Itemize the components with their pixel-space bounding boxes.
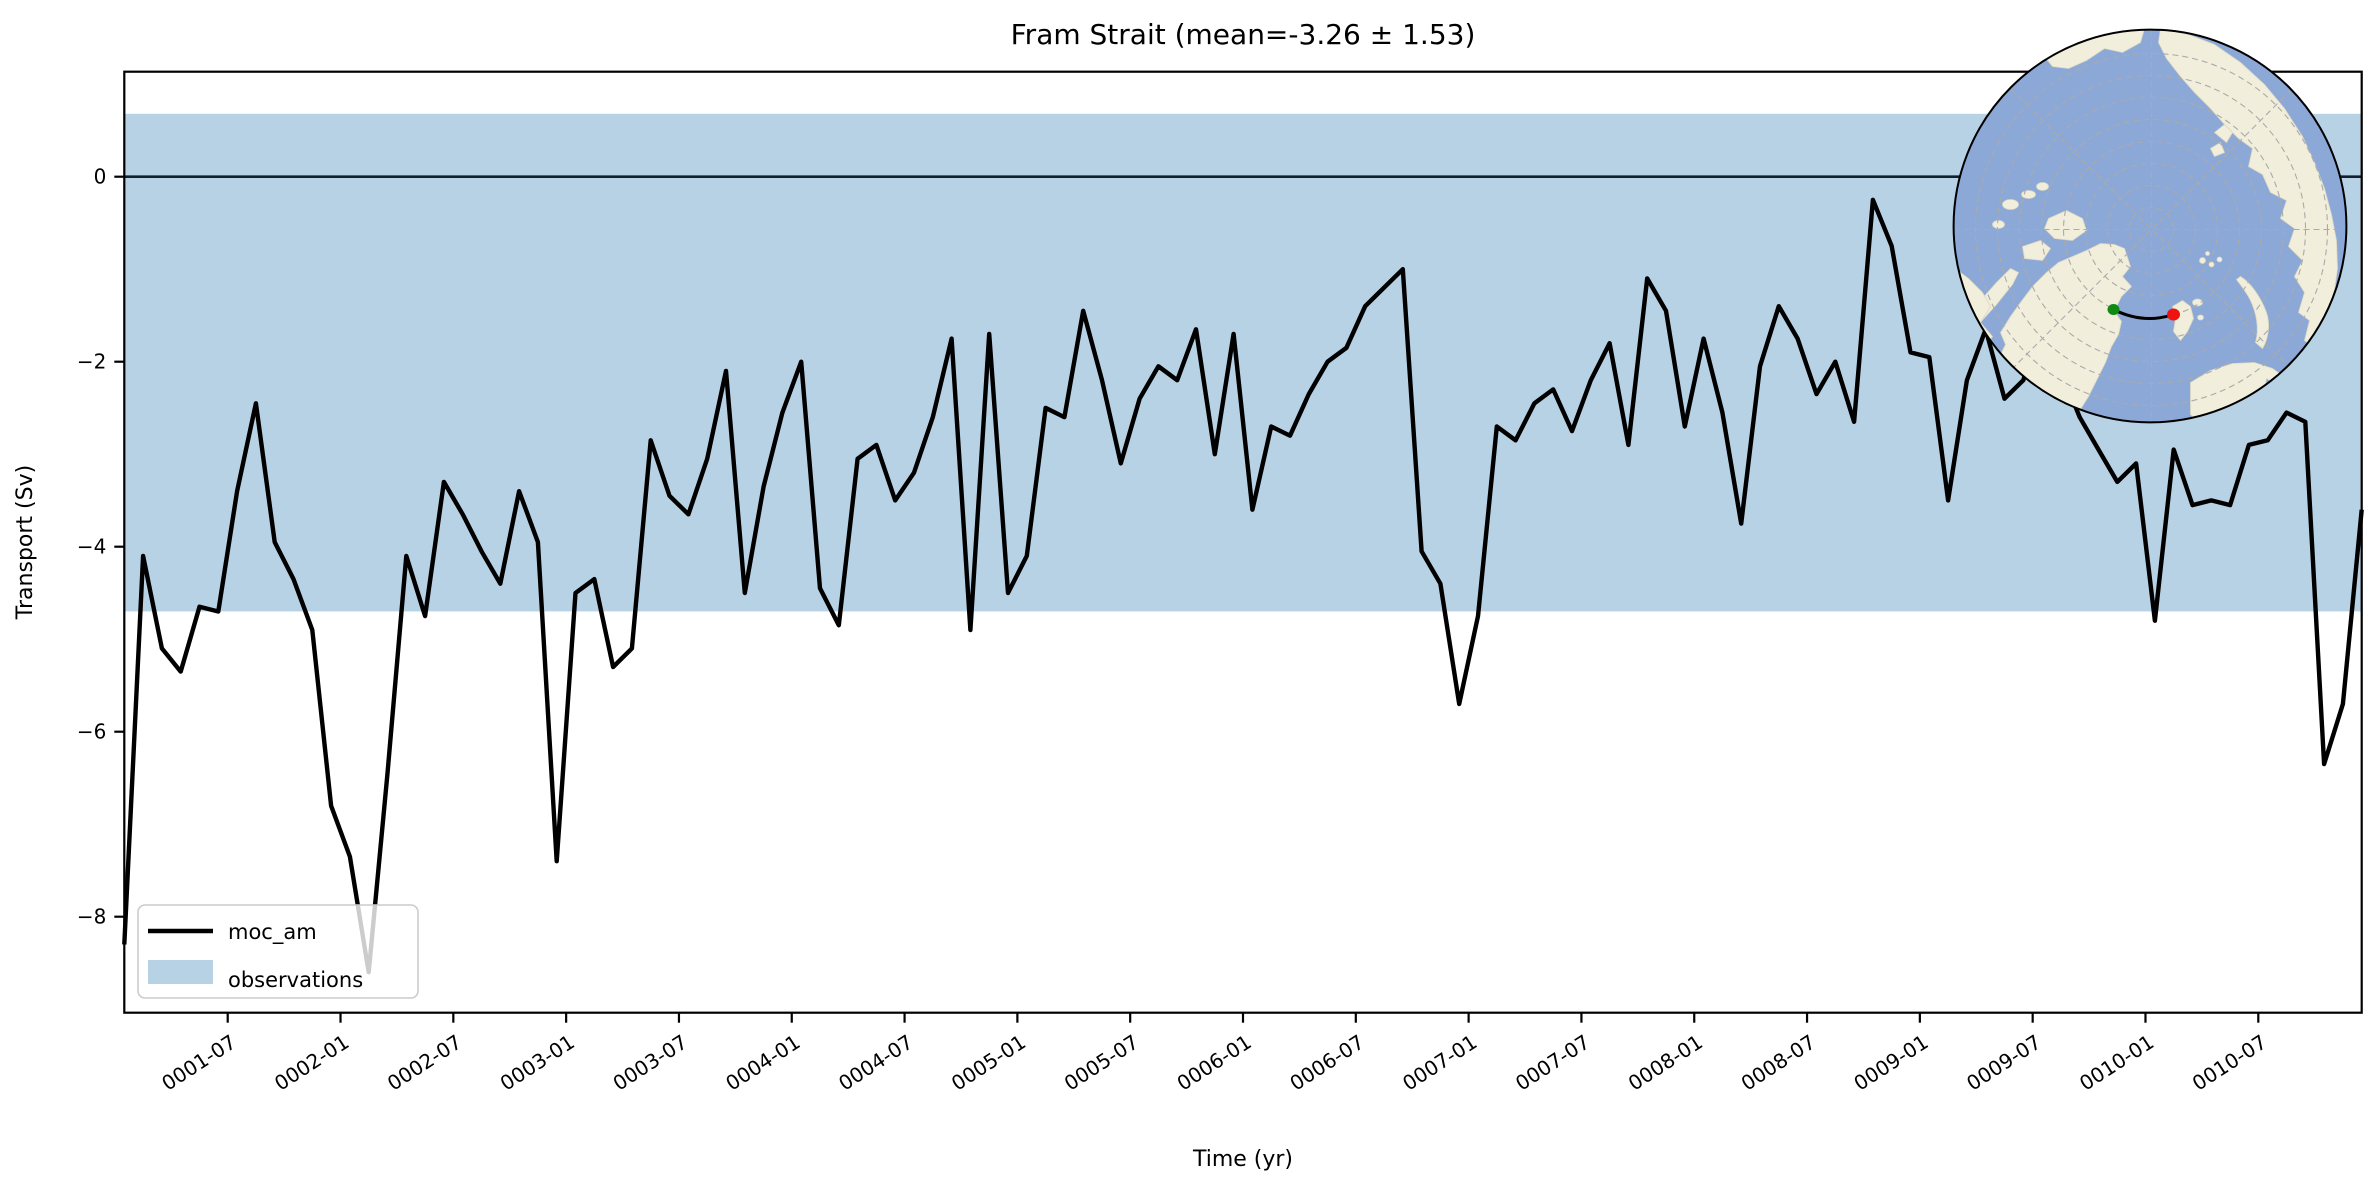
x-tick-label: 0002-07 bbox=[383, 1030, 466, 1096]
map-land-devon bbox=[2022, 240, 2052, 261]
map-land-severnaya bbox=[2209, 141, 2226, 158]
x-tick-label: 0003-01 bbox=[496, 1030, 579, 1096]
x-tick-label: 0007-07 bbox=[1511, 1030, 1594, 1096]
map-island bbox=[1992, 220, 2005, 229]
y-tick-label: 0 bbox=[94, 165, 107, 189]
x-axis-label: Time (yr) bbox=[1192, 1147, 1293, 1172]
x-tick-label: 0010-01 bbox=[2075, 1030, 2158, 1096]
x-tick-label: 0007-01 bbox=[1398, 1030, 1481, 1096]
x-tick-label: 0003-07 bbox=[609, 1030, 692, 1096]
x-tick-label: 0005-07 bbox=[1060, 1030, 1143, 1096]
chart-title: Fram Strait (mean=-3.26 ± 1.53) bbox=[1011, 18, 1476, 51]
map-island bbox=[2036, 182, 2049, 191]
map-border bbox=[1952, 28, 2348, 424]
y-tick-label: −4 bbox=[77, 535, 106, 559]
map-island-franz-josef bbox=[2216, 256, 2223, 263]
map-start-marker bbox=[2107, 304, 2120, 315]
x-tick-label: 0001-07 bbox=[157, 1030, 240, 1096]
map-island bbox=[2002, 199, 2019, 210]
map-island-svalbard-e bbox=[2197, 314, 2204, 321]
x-tick-label: 0006-01 bbox=[1173, 1030, 1256, 1096]
series-line-moc-am bbox=[122, 197, 2364, 975]
x-tick-label: 0010-07 bbox=[2188, 1030, 2271, 1096]
x-tick-label: 0008-07 bbox=[1737, 1030, 1820, 1096]
map-island-franz-josef bbox=[2205, 251, 2210, 256]
x-tick-label: 0004-07 bbox=[834, 1030, 917, 1096]
y-tick-label: −2 bbox=[77, 350, 106, 374]
map-end-marker bbox=[2167, 308, 2180, 321]
x-tick-label: 0009-01 bbox=[1849, 1030, 1932, 1096]
map-island-franz-josef bbox=[2199, 257, 2206, 264]
map-land-severnaya bbox=[2213, 123, 2234, 144]
y-axis-ticks: 0 −2 −4 −6 −8 bbox=[77, 165, 125, 929]
map-island-svalbard-ne bbox=[2192, 298, 2203, 307]
legend-label-moc-am: moc_am bbox=[228, 920, 317, 945]
map-island-franz-josef bbox=[2208, 261, 2215, 268]
legend-label-observations: observations bbox=[228, 968, 363, 992]
legend-patch-swatch bbox=[148, 960, 213, 984]
x-tick-label: 0008-01 bbox=[1624, 1030, 1707, 1096]
y-axis-label: Transport (Sv) bbox=[13, 465, 38, 620]
legend: moc_am observations bbox=[137, 904, 419, 999]
x-tick-label: 0006-07 bbox=[1285, 1030, 1368, 1096]
x-tick-label: 0009-07 bbox=[1962, 1030, 2045, 1096]
x-tick-label: 0002-01 bbox=[270, 1030, 353, 1096]
inset-map bbox=[1952, 28, 2348, 424]
y-tick-label: −8 bbox=[77, 905, 106, 929]
map-island bbox=[2021, 190, 2036, 199]
map-land-ellesmere bbox=[2044, 210, 2087, 241]
x-tick-label: 0004-01 bbox=[721, 1030, 804, 1096]
x-axis-ticks: 0001-07 0002-01 0002-07 0003-01 0003-07 0004-… bbox=[157, 1012, 2271, 1096]
x-tick-label: 0005-01 bbox=[947, 1030, 1030, 1096]
map-graticule bbox=[1953, 31, 2347, 423]
y-tick-label: −6 bbox=[77, 720, 106, 744]
